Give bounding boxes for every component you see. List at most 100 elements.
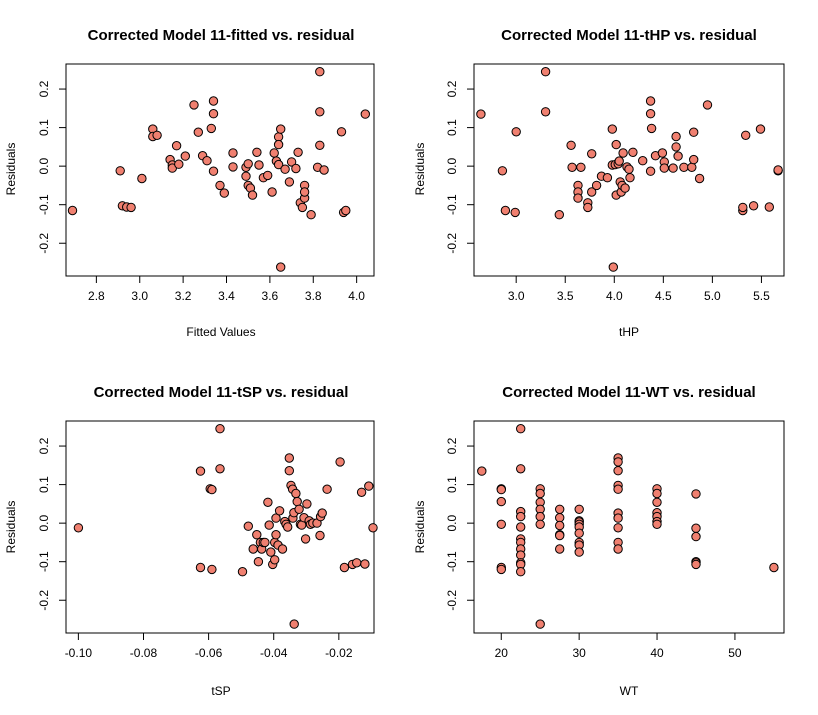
data-point (645, 109, 656, 119)
data-point (741, 130, 751, 141)
data-point (613, 466, 623, 476)
data-point (614, 156, 624, 166)
data-point (193, 127, 204, 137)
data-point (315, 530, 325, 541)
data-point (574, 528, 584, 538)
y-tick-label: 0.1 (445, 119, 459, 136)
y-tick-label: 0.1 (445, 476, 459, 493)
y-tick-label: -0.1 (445, 551, 459, 572)
data-point (273, 132, 284, 142)
data-point (280, 164, 290, 174)
data-point (207, 484, 217, 495)
data-point (574, 504, 584, 514)
data-point (566, 140, 576, 151)
data-point (496, 496, 506, 507)
plot-area: 3.0 3.5 4.0 4.5 5.0 5.5 -0.2 -0.1 0.0 0.1 0.2 (445, 63, 785, 303)
y-tick-label: -0.1 (445, 194, 459, 215)
data-point (174, 159, 184, 169)
data-point (613, 544, 623, 554)
x-tick-label: 3.5 (557, 289, 574, 303)
data-point (273, 139, 284, 150)
data-point (573, 193, 583, 203)
data-point (319, 165, 329, 175)
data-point (364, 481, 374, 491)
data-point (555, 530, 565, 541)
data-point (228, 162, 238, 172)
data-point (292, 496, 302, 507)
data-point (500, 205, 511, 216)
y-tick-label: -0.1 (37, 551, 51, 572)
data-point (540, 67, 551, 77)
panel-title: Corrected Model 11-WT vs. residual (502, 384, 755, 401)
x-tick-label: 3.6 (262, 289, 279, 303)
data-point (587, 187, 597, 197)
data-point (511, 127, 521, 137)
data-point (691, 489, 701, 499)
y-tick-label: -0.1 (37, 194, 51, 215)
data-point (646, 123, 657, 134)
data-point (286, 157, 297, 167)
x-tick-label: 3.8 (305, 289, 322, 303)
data-point (652, 488, 662, 499)
y-tick-label: -0.2 (445, 233, 459, 254)
data-point (516, 522, 526, 532)
data-point (694, 173, 705, 184)
data-point (252, 147, 262, 158)
x-tick-label: -0.08 (130, 646, 158, 660)
data-point (267, 187, 277, 197)
data-point (671, 142, 681, 152)
data-point (368, 523, 378, 533)
data-point (284, 453, 294, 463)
data-point (302, 499, 312, 509)
data-point (297, 202, 308, 213)
panel-fitted-vs-residual: Corrected Model 11-fitted vs. residual F… (4, 27, 375, 339)
x-tick-label: 4.0 (606, 289, 623, 303)
x-tick-label: 4.5 (655, 289, 672, 303)
data-point (289, 619, 299, 629)
data-point (300, 534, 311, 544)
data-point (613, 523, 623, 533)
data-point (260, 537, 270, 548)
data-point (284, 466, 294, 476)
data-point (755, 124, 766, 134)
data-point (273, 159, 284, 170)
data-point (252, 530, 262, 540)
data-point (583, 202, 593, 213)
data-point (208, 109, 219, 119)
data-point (554, 210, 564, 220)
data-point (516, 424, 526, 434)
data-point (689, 127, 699, 137)
data-point (516, 567, 526, 577)
data-point (263, 170, 273, 181)
data-point (339, 562, 350, 573)
y-tick-label: 0.2 (37, 80, 51, 97)
data-point (496, 564, 506, 575)
data-point (243, 159, 253, 169)
data-point (248, 544, 258, 554)
data-point (269, 148, 279, 158)
data-point (67, 205, 78, 216)
x-tick-label: 3.2 (175, 289, 192, 303)
data-point (322, 484, 332, 494)
data-point (671, 131, 681, 142)
data-point (126, 202, 136, 213)
data-point (476, 109, 486, 119)
data-point (195, 562, 206, 573)
data-point (516, 550, 526, 560)
data-point (689, 154, 699, 165)
data-point (496, 484, 506, 495)
data-point (189, 100, 199, 110)
data-point (247, 190, 258, 200)
data-point (652, 497, 662, 507)
data-point (567, 162, 577, 173)
data-point (555, 520, 565, 531)
x-tick-label: -0.10 (65, 646, 93, 660)
y-tick-label: 0.2 (445, 80, 459, 97)
data-point (360, 109, 370, 119)
data-point (293, 147, 303, 158)
data-point (540, 107, 551, 117)
data-point (315, 140, 325, 151)
data-point (271, 530, 281, 540)
y-tick-label: 0.0 (445, 514, 459, 531)
data-point (171, 141, 182, 151)
